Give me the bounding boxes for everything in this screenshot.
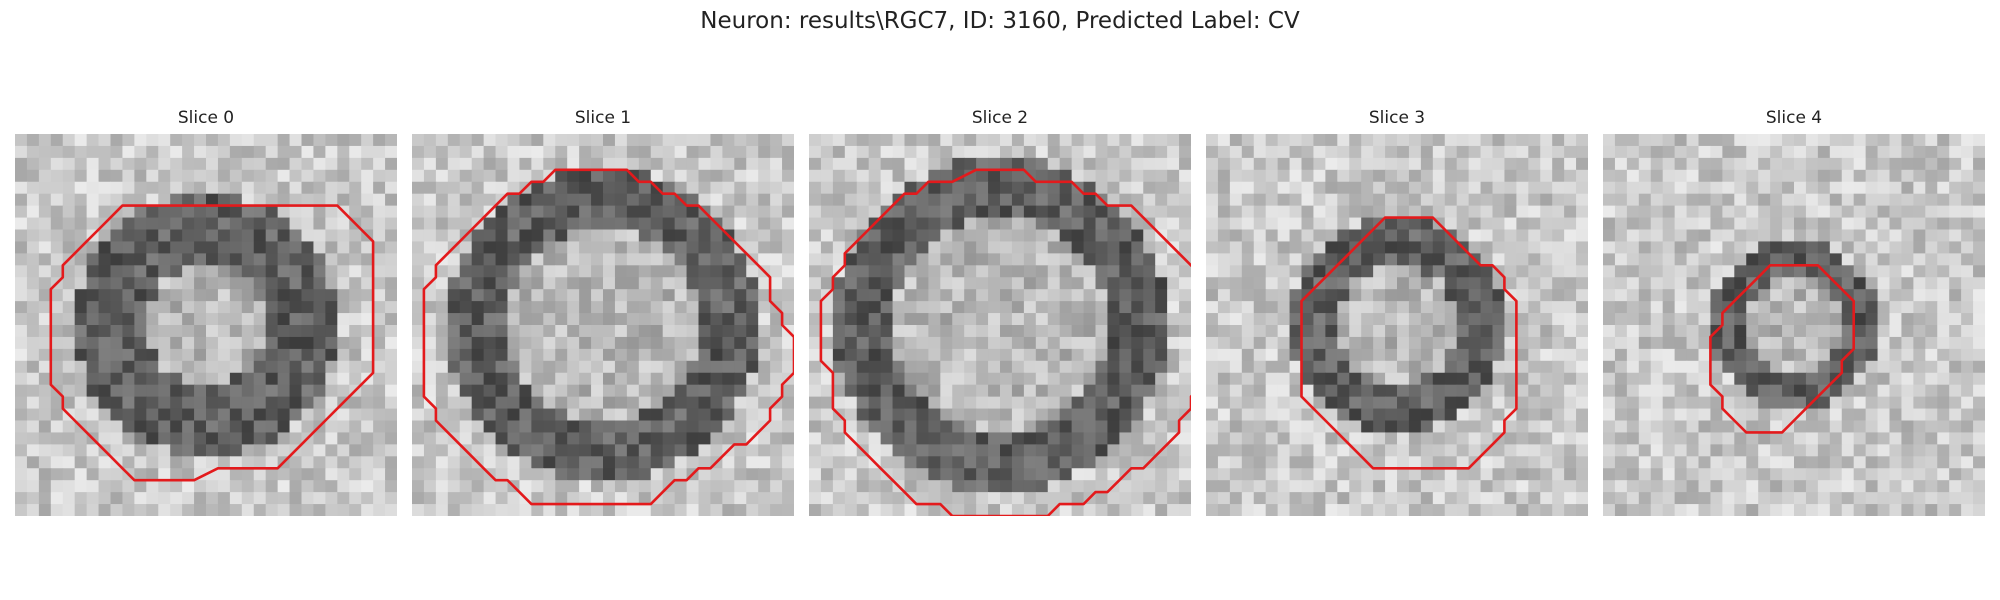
slice-image-4 <box>1603 134 1985 516</box>
slice-image-3 <box>1206 134 1588 516</box>
slice-panel-4: Slice 4 <box>1603 108 1985 518</box>
contour-outline-1 <box>422 168 794 506</box>
slice-panel-1: Slice 1 <box>412 108 794 518</box>
slice-image-1 <box>412 134 794 516</box>
slice-image-0 <box>15 134 397 516</box>
slice-title-2: Slice 2 <box>971 108 1029 128</box>
contour-outline-0 <box>49 204 375 482</box>
figure-title: Neuron: results\RGC7, ID: 3160, Predicte… <box>700 8 1300 34</box>
slice-title-1: Slice 1 <box>574 108 632 128</box>
contour-outline-4 <box>1709 264 1855 434</box>
contour-outline-2 <box>819 168 1191 516</box>
slice-image-2 <box>809 134 1191 516</box>
slice-panel-0: Slice 0 <box>15 108 397 518</box>
slice-panel-2: Slice 2 <box>809 108 1191 518</box>
slice-title-3: Slice 3 <box>1368 108 1426 128</box>
slice-title-4: Slice 4 <box>1765 108 1823 128</box>
slice-title-0: Slice 0 <box>177 108 235 128</box>
contour-outline-3 <box>1300 216 1518 470</box>
slice-panel-3: Slice 3 <box>1206 108 1588 518</box>
